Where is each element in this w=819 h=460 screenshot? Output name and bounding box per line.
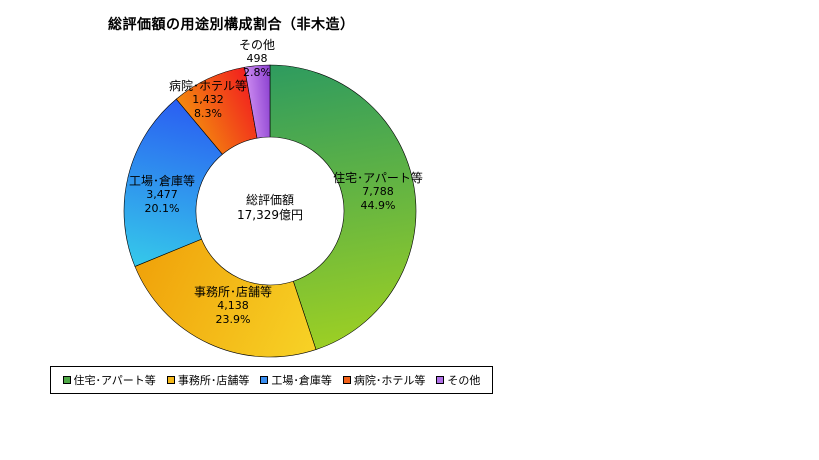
- slice-name: 住宅･アパート等: [333, 171, 423, 185]
- donut-slice-4: [244, 64, 271, 139]
- chart-legend: 住宅･アパート等 事務所･店舗等 工場･倉庫等 病院･ホテル等 その他: [50, 366, 493, 394]
- legend-item-other: その他: [436, 372, 480, 388]
- slice-label-other: その他 498 2.8%: [239, 38, 275, 80]
- legend-label: その他: [447, 374, 481, 387]
- slice-value: 7,788: [362, 185, 394, 198]
- slice-value: 498: [246, 52, 268, 65]
- donut-slice-2: [123, 98, 223, 267]
- slice-label-hospital-hotel: 病院･ホテル等 1,432 8.3%: [169, 79, 247, 121]
- slice-percent: 2.8%: [243, 66, 271, 79]
- legend-swatch: [260, 376, 269, 384]
- slice-value: 4,138: [217, 299, 249, 312]
- slice-name: その他: [238, 38, 276, 52]
- legend-swatch: [342, 376, 351, 384]
- slice-value: 1,432: [192, 93, 224, 106]
- center-total-label: 総評価額 17,329億円: [237, 193, 303, 223]
- legend-label: 工場･倉庫等: [271, 374, 332, 387]
- slice-percent: 8.3%: [194, 107, 222, 120]
- legend-label: 住宅･アパート等: [73, 374, 156, 387]
- legend-item-office-store: 事務所･店舗等: [166, 372, 250, 388]
- legend-swatch: [62, 376, 71, 384]
- slice-label-factory-warehouse: 工場･倉庫等 3,477 20.1%: [129, 174, 195, 216]
- center-label-line1: 総評価額: [245, 193, 294, 207]
- donut-slice-0: [269, 64, 417, 350]
- legend-item-factory-warehouse: 工場･倉庫等: [260, 372, 332, 388]
- legend-label: 病院･ホテル等: [353, 374, 426, 387]
- legend-item-residential: 住宅･アパート等: [62, 372, 156, 388]
- slice-name: 事務所･店舗等: [193, 285, 273, 299]
- legend-swatch: [166, 376, 175, 384]
- legend-label: 事務所･店舗等: [177, 374, 250, 387]
- slice-label-residential: 住宅･アパート等 7,788 44.9%: [333, 171, 423, 213]
- legend-swatch: [436, 376, 445, 384]
- legend-item-hospital-hotel: 病院･ホテル等: [342, 372, 426, 388]
- slice-label-office-store: 事務所･店舗等 4,138 23.9%: [194, 285, 272, 327]
- center-label-line2: 17,329億円: [237, 208, 303, 222]
- slice-value: 3,477: [146, 188, 178, 201]
- slice-percent: 20.1%: [144, 202, 180, 215]
- slice-name: 工場･倉庫等: [128, 174, 196, 188]
- slice-name: 病院･ホテル等: [168, 79, 248, 93]
- slice-percent: 44.9%: [360, 199, 396, 212]
- chart-title: 総評価額の用途別構成割合（非木造）: [108, 17, 355, 33]
- donut-slice-1: [134, 238, 317, 358]
- slice-percent: 23.9%: [215, 313, 251, 326]
